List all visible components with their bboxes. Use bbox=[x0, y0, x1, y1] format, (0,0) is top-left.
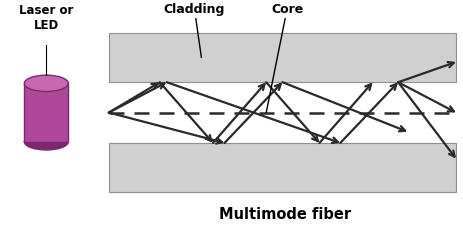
Bar bbox=[109, 33, 456, 82]
Text: Laser or
LED: Laser or LED bbox=[19, 4, 74, 32]
Text: Cladding: Cladding bbox=[164, 3, 225, 57]
Ellipse shape bbox=[25, 75, 69, 92]
Text: Multimode fiber: Multimode fiber bbox=[219, 207, 351, 222]
Bar bbox=[25, 83, 69, 142]
Text: Core: Core bbox=[266, 3, 303, 112]
Ellipse shape bbox=[25, 134, 69, 150]
Bar bbox=[109, 143, 456, 192]
